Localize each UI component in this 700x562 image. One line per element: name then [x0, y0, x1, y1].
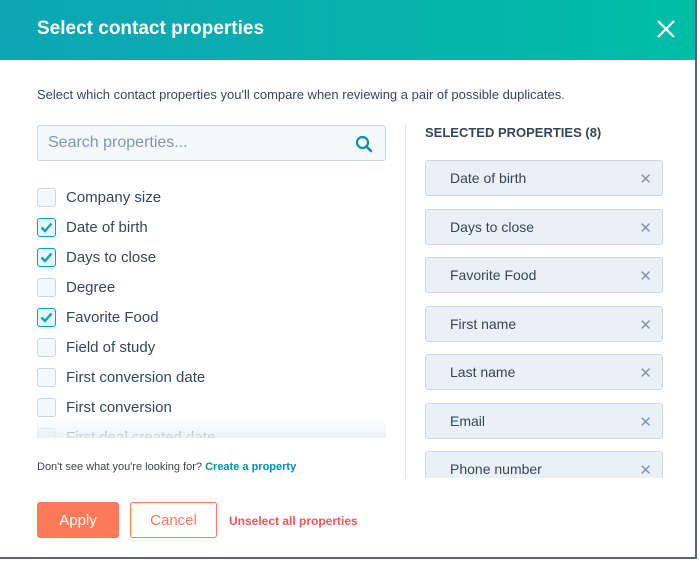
close-icon[interactable]	[653, 16, 679, 42]
property-list[interactable]: Company size Date of birth Days to close De…	[37, 182, 386, 438]
property-item[interactable]: Field of study	[37, 332, 386, 362]
chip-label: Email	[450, 412, 486, 429]
property-label: Days to close	[66, 248, 157, 266]
selected-list[interactable]: Date of birth ✕ Days to close ✕ Favorite Foo…	[425, 160, 665, 478]
modal-header: Select contact properties	[0, 0, 695, 60]
checkbox[interactable]	[37, 397, 56, 417]
checkbox[interactable]	[37, 277, 56, 297]
checkbox[interactable]	[37, 367, 56, 387]
check-icon	[40, 222, 53, 233]
property-label: Field of study	[66, 338, 156, 356]
property-item[interactable]: Date of birth	[37, 212, 386, 242]
property-item[interactable]: Favorite Food	[37, 302, 386, 332]
property-label: Degree	[66, 278, 116, 296]
apply-button[interactable]: Apply	[37, 502, 119, 538]
check-icon	[40, 252, 53, 263]
chip-label: Last name	[450, 364, 516, 380]
chip-label: Phone number	[450, 461, 542, 477]
property-item[interactable]: Company size	[37, 182, 386, 212]
checkbox[interactable]	[37, 337, 56, 357]
selected-heading: SELECTED PROPERTIES (8)	[425, 125, 602, 140]
selected-chip: Days to close ✕	[425, 208, 663, 245]
property-item[interactable]: Days to close	[37, 242, 386, 272]
footer-text: Don't see what you're looking for? Creat…	[37, 461, 296, 473]
cancel-button[interactable]: Cancel	[130, 502, 217, 538]
remove-icon[interactable]: ✕	[639, 219, 652, 237]
divider	[405, 125, 406, 478]
property-item[interactable]: First conversion date	[37, 362, 386, 392]
property-item[interactable]: First conversion	[37, 392, 386, 422]
property-label: Company size	[66, 188, 162, 206]
remove-icon[interactable]: ✕	[639, 365, 652, 382]
modal-title: Select contact properties	[37, 18, 265, 39]
unselect-all-button[interactable]: Unselect all properties	[229, 514, 358, 528]
footer-prompt: Don't see what you're looking for?	[37, 461, 203, 473]
selected-chip: Phone number ✕	[425, 451, 663, 478]
property-label: First conversion date	[66, 368, 206, 386]
property-label: Date of birth	[66, 218, 148, 236]
chip-label: Date of birth	[450, 170, 527, 186]
checkbox[interactable]	[37, 247, 56, 267]
check-icon	[40, 312, 53, 323]
create-property-link[interactable]: Create a property	[205, 461, 297, 473]
list-fade	[37, 418, 386, 438]
checkbox[interactable]	[37, 307, 56, 327]
selected-chip: Email ✕	[425, 402, 663, 439]
search-icon[interactable]	[355, 135, 373, 153]
selected-chip: Date of birth ✕	[425, 160, 663, 196]
checkbox[interactable]	[37, 187, 56, 207]
property-label: Favorite Food	[66, 308, 159, 326]
search-box	[37, 125, 386, 161]
selected-chip: Last name ✕	[425, 354, 663, 390]
remove-icon[interactable]: ✕	[639, 268, 652, 285]
description: Select which contact properties you'll c…	[37, 87, 565, 102]
chip-label: Days to close	[450, 218, 535, 235]
checkbox[interactable]	[37, 217, 56, 237]
chip-label: Favorite Food	[450, 267, 537, 283]
search-input[interactable]	[38, 126, 338, 160]
selected-chip: First name ✕	[425, 305, 663, 342]
remove-icon[interactable]: ✕	[639, 316, 652, 334]
property-label: First conversion	[66, 398, 172, 416]
property-item[interactable]: Degree	[37, 272, 386, 302]
chip-label: First name	[450, 315, 517, 332]
remove-icon[interactable]: ✕	[639, 171, 652, 188]
remove-icon[interactable]: ✕	[639, 462, 652, 478]
remove-icon[interactable]: ✕	[639, 413, 652, 431]
selected-chip: Favorite Food ✕	[425, 257, 663, 293]
